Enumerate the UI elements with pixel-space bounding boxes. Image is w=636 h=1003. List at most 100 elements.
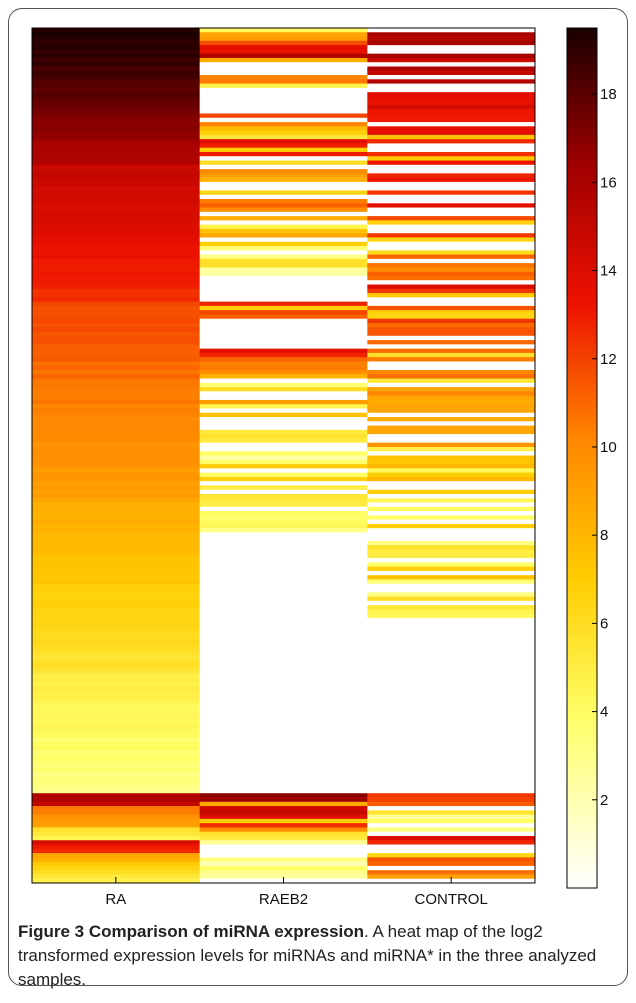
heatmap-cell [199,613,368,619]
heatmap-cell [367,690,536,696]
heatmap-cell [32,241,201,247]
heatmap-cell [32,288,201,294]
heatmap-cell [367,122,536,127]
heatmap-cell [367,151,536,157]
heatmap-cell [199,421,368,426]
heatmap-cell [199,143,368,149]
heatmap-cells [32,28,536,884]
heatmap-cell [367,767,536,773]
heatmap-cell [367,831,536,837]
heatmap-cell [199,228,368,234]
heatmap-cell [199,387,368,392]
heatmap-cell [199,570,368,576]
heatmap-cell [367,562,536,568]
heatmap-cell [199,686,368,692]
heatmap-cell [199,810,368,816]
heatmap-cell [367,716,536,721]
heatmap-cell [32,788,201,794]
heatmap-cell [367,442,536,448]
heatmap-cell [367,246,536,251]
heatmap-cell [199,275,368,281]
heatmap-cell [32,853,201,858]
heatmap-cell [367,605,536,610]
colorbar-tick-label: 16 [600,174,617,191]
heatmap-cell [32,617,201,623]
heatmap-cell [199,865,368,871]
heatmap-cell [32,759,201,764]
heatmap-cell [199,254,368,260]
heatmap-cell [367,519,536,525]
heatmap-cell [367,853,536,858]
heatmap-cell [367,404,536,409]
heatmap-cell [199,562,368,568]
heatmap-cell [199,523,368,529]
heatmap-cell [367,481,536,486]
heatmap-cell [199,75,368,80]
heatmap-cell [199,630,368,636]
heatmap-cell [367,583,536,589]
heatmap-cell [199,374,368,379]
heatmap-cell [199,498,368,503]
heatmap-cell [367,228,536,234]
heatmap-cell [199,117,368,123]
heatmap-cell [32,258,201,264]
heatmap-cell [32,139,201,144]
heatmap-cell [32,532,201,538]
heatmap-cell [32,181,201,187]
heatmap-cell [32,134,201,140]
heatmap-cell [32,630,201,636]
heatmap-cell [367,280,536,285]
heatmap-cell [367,181,536,187]
heatmap-cell [199,404,368,409]
heatmap-cell [32,570,201,576]
heatmap-cell [199,712,368,717]
heatmap-cell [199,181,368,187]
heatmap-cell [199,699,368,704]
heatmap-cell [367,53,536,59]
heatmap-cell [367,511,536,516]
heatmap-cell [199,793,368,798]
heatmap-cell [367,874,536,880]
heatmap-cell [367,117,536,123]
heatmap-cell [367,378,536,384]
heatmap-cell [367,797,536,803]
heatmap-cell [367,216,536,221]
heatmap-cell [199,622,368,627]
heatmap-cell [32,741,201,747]
heatmap-cell [32,45,201,50]
heatmap-cell [32,724,201,730]
heatmap-cell [32,109,201,114]
heatmap-cell [199,327,368,332]
heatmap-cell [32,310,201,315]
heatmap-cell [199,780,368,786]
heatmap-cell [32,147,201,153]
heatmap-cell [199,130,368,136]
heatmap-cell [367,434,536,439]
heatmap-cell [367,438,536,444]
heatmap-cell [367,357,536,362]
heatmap-cell [32,429,201,435]
heatmap-cell [32,489,201,495]
heatmap-cell [199,455,368,461]
heatmap-cell [32,545,201,550]
heatmap-cell [199,694,368,700]
heatmap-cell [32,408,201,414]
heatmap-cell [367,109,536,114]
heatmap-cell [367,523,536,529]
heatmap-cell [32,66,201,72]
heatmap-cell [199,468,368,474]
heatmap-cell [367,759,536,764]
heatmap-cell [199,352,368,358]
heatmap-cell [367,70,536,76]
heatmap-cell [32,686,201,692]
colorbar-tick-label: 12 [600,351,617,368]
heatmap-cell [367,515,536,521]
heatmap-cell [32,528,201,533]
colorbar-tick-label: 2 [600,792,608,809]
heatmap-cell [199,164,368,170]
heatmap-cell [367,754,536,760]
heatmap-cell [32,840,201,845]
heatmap-cell [32,558,201,563]
heatmap-cell [32,280,201,285]
heatmap-cell [32,502,201,508]
